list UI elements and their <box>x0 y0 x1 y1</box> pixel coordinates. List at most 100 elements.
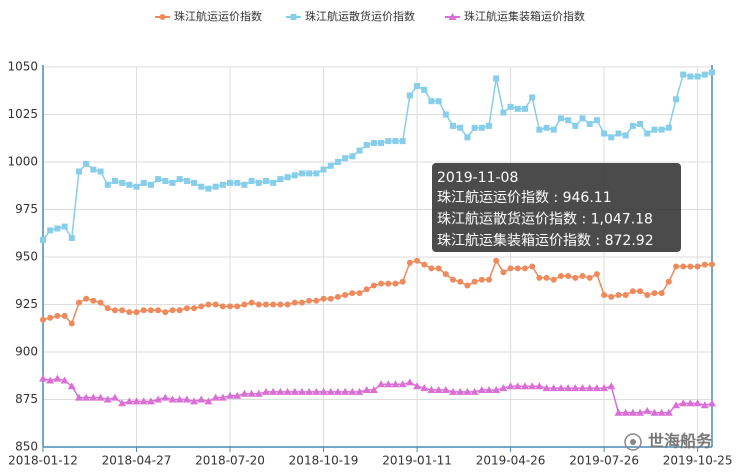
point <box>234 303 241 310</box>
point <box>471 124 478 131</box>
point <box>615 130 622 137</box>
point <box>614 408 623 416</box>
point <box>621 408 630 416</box>
point <box>248 299 255 306</box>
y-tick-label: 925 <box>15 297 38 311</box>
point <box>140 179 147 186</box>
point <box>709 69 715 76</box>
point <box>291 299 298 306</box>
point <box>665 124 672 131</box>
point <box>342 155 349 162</box>
point <box>111 307 118 314</box>
point <box>600 384 609 392</box>
legend-marker <box>448 13 457 20</box>
point <box>420 384 429 392</box>
tooltip-title: 2019-11-08 <box>437 170 518 186</box>
point <box>97 168 104 175</box>
point <box>608 134 615 141</box>
point <box>385 280 392 287</box>
point <box>392 280 399 287</box>
point <box>341 387 350 395</box>
point <box>204 397 213 405</box>
point <box>125 397 134 405</box>
watermark: 世海船务 <box>624 432 713 451</box>
point <box>686 399 695 407</box>
y-tick-label: 1050 <box>7 60 38 74</box>
point <box>592 384 601 392</box>
point <box>701 71 708 78</box>
series-line <box>42 259 713 325</box>
tooltip-line: 珠江航运散货运价指数 : 1,047.18 <box>437 211 653 228</box>
point <box>205 301 212 308</box>
point <box>435 98 442 105</box>
tooltip: 2019-11-08 珠江航运运价指数 : 946.11 珠江航运散货运价指数 : … <box>432 163 681 252</box>
point <box>507 265 514 272</box>
point <box>399 278 406 285</box>
point <box>673 263 680 270</box>
point <box>499 384 508 392</box>
point <box>550 276 557 283</box>
point <box>277 176 284 183</box>
point <box>672 401 681 409</box>
point <box>284 174 291 181</box>
point <box>118 399 127 407</box>
point <box>543 274 550 281</box>
point <box>254 389 263 397</box>
point <box>557 115 564 122</box>
point <box>146 397 155 405</box>
point <box>549 384 558 392</box>
point <box>385 138 392 145</box>
point <box>54 225 61 232</box>
point <box>218 393 227 401</box>
point <box>168 395 177 403</box>
point <box>234 179 241 186</box>
point <box>176 176 183 183</box>
point <box>205 185 212 192</box>
point <box>493 257 500 264</box>
point <box>241 301 248 308</box>
point <box>83 160 90 167</box>
point <box>60 376 69 384</box>
point <box>643 406 652 414</box>
point <box>441 386 450 393</box>
point <box>147 307 154 314</box>
point <box>269 387 278 395</box>
point <box>687 73 694 80</box>
point <box>421 261 428 268</box>
point <box>197 395 206 403</box>
point <box>284 301 291 308</box>
point <box>405 378 414 386</box>
point <box>326 387 335 395</box>
point <box>276 387 285 395</box>
point <box>75 299 82 306</box>
point <box>378 140 385 146</box>
point <box>414 83 421 89</box>
point <box>320 166 327 173</box>
point <box>219 303 226 310</box>
point <box>298 299 305 306</box>
point <box>500 109 507 116</box>
point <box>673 96 680 103</box>
point <box>132 397 141 405</box>
point <box>700 401 709 409</box>
point <box>319 387 328 395</box>
x-tick-label: 2018-01-12 <box>8 454 78 468</box>
point <box>664 408 673 416</box>
x-tick-label: 2019-01-11 <box>382 454 452 468</box>
point <box>414 257 421 264</box>
point <box>586 274 593 281</box>
point <box>103 395 112 403</box>
point <box>198 303 205 310</box>
point <box>83 295 90 302</box>
point <box>578 384 587 392</box>
point <box>198 183 205 190</box>
point <box>687 263 694 270</box>
point <box>333 387 342 395</box>
point <box>161 393 170 401</box>
point <box>327 295 334 302</box>
point <box>463 387 472 395</box>
point <box>628 408 637 416</box>
y-tick-label: 1000 <box>7 155 38 169</box>
point <box>601 130 608 137</box>
